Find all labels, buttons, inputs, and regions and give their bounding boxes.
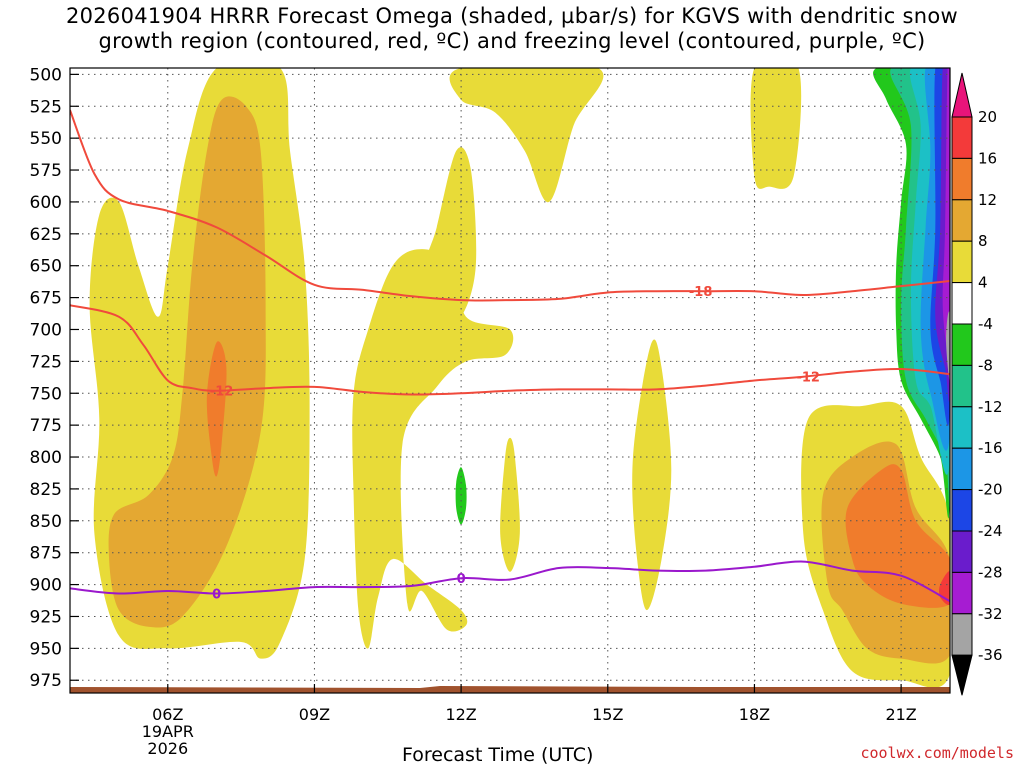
- x-tick-year: 2026: [147, 739, 188, 758]
- y-tick-label: 625: [30, 225, 62, 245]
- colorbar-tick-label: 4: [978, 274, 988, 292]
- colorbar-tick-label: 16: [978, 149, 997, 167]
- omega-region-1: [108, 96, 266, 628]
- colorbar-tick-label: -36: [978, 646, 1003, 664]
- colorbar-bin: [951, 613, 973, 656]
- y-tick-label: 800: [30, 448, 62, 468]
- x-tick-label: 09Z: [299, 705, 330, 724]
- x-tick-label: 18Z: [739, 705, 770, 724]
- x-tick-label: 15Z: [592, 705, 623, 724]
- omega-region-2: [206, 341, 227, 477]
- dendritic-minus18-line: [70, 109, 950, 302]
- omega-region-7: [632, 339, 672, 611]
- x-tick-date: 19APR: [142, 722, 194, 741]
- colorbar-tick-label: -12: [978, 398, 1003, 416]
- colorbar-bin: [951, 406, 973, 449]
- y-tick-label: 925: [30, 607, 62, 627]
- colorbar-bottom-arrow: [951, 654, 973, 696]
- grid-lines: [70, 68, 950, 693]
- colorbar-bin: [951, 240, 973, 284]
- y-tick-label: 975: [30, 671, 62, 691]
- y-tick-label: 700: [30, 320, 62, 340]
- y-axis: 500 525 550 575 600 625 650 675 700 725 750 775 800 8…: [30, 65, 79, 691]
- colorbar-tick-label: 8: [978, 232, 988, 250]
- colorbar-tick-label: 12: [978, 191, 997, 209]
- colorbar-bin: [951, 530, 973, 573]
- omega-region-3: [352, 249, 514, 649]
- contour-layer: [70, 109, 950, 603]
- terrain-strip: [70, 686, 950, 693]
- y-tick-label: 750: [30, 384, 62, 404]
- omega-region-6: [500, 437, 520, 572]
- colorbar-tick-label: -28: [978, 563, 1003, 581]
- colorbar-tick-label: -8: [978, 356, 993, 374]
- dendritic-minus12-label-2: -12: [796, 371, 820, 386]
- colorbar-tick-label: -32: [978, 605, 1003, 623]
- colorbar-top-arrow: [951, 72, 973, 118]
- omega-region-8: [750, 68, 802, 189]
- chart-title-line-1: 2026041904 HRRR Forecast Omega (shaded, …: [65, 4, 959, 28]
- y-tick-label: 900: [30, 576, 62, 596]
- x-tick-label: 21Z: [885, 705, 916, 724]
- freezing-level-0-label-1: 0: [212, 588, 221, 603]
- y-tick-label: 825: [30, 480, 62, 500]
- y-tick-label: 875: [30, 544, 62, 564]
- plot-frame: [69, 67, 951, 694]
- colorbar: 20 16 12 8 4 -4 -8 -12 -16 -20 -24 -28 -32 -36: [951, 72, 1003, 696]
- omega-region-5: [449, 68, 604, 202]
- y-tick-label: 600: [30, 193, 62, 213]
- omega-region-20: [942, 68, 950, 384]
- y-tick-label: 575: [30, 161, 62, 181]
- x-axis-label: Forecast Time (UTC): [402, 744, 594, 766]
- y-tick-label: 775: [30, 416, 62, 436]
- omega-shading-layer: [89, 68, 950, 688]
- colorbar-tick-label: 20: [978, 108, 997, 126]
- colorbar-tick-label: -4: [978, 315, 993, 333]
- colorbar-tick-label: -24: [978, 522, 1003, 540]
- freezing-level-0-label-2: 0: [457, 572, 466, 587]
- dendritic-minus12-line: [70, 304, 950, 396]
- colorbar-bin: [951, 116, 973, 159]
- colorbar-bin: [951, 364, 973, 408]
- y-tick-label: 500: [30, 65, 62, 85]
- omega-region-13: [455, 467, 467, 525]
- chart-title: 2026041904 HRRR Forecast Omega (shaded, …: [0, 4, 1024, 54]
- colorbar-tick-label: -16: [978, 439, 1003, 457]
- freezing-level-0-line: [70, 560, 950, 603]
- y-tick-label: 650: [30, 257, 62, 277]
- y-tick-label: 675: [30, 289, 62, 309]
- y-tick-label: 525: [30, 97, 62, 117]
- contour-label-layer: -18 -12 -12 0 0: [210, 285, 820, 603]
- terrain-fill: [70, 686, 950, 693]
- omega-region-21: [946, 311, 950, 380]
- colorbar-bin: [951, 489, 973, 532]
- chart-title-line-2: growth region (contoured, red, ºC) and f…: [98, 29, 926, 53]
- dendritic-minus12-label-1: -12: [210, 385, 234, 400]
- colorbar-bin: [951, 323, 973, 366]
- colorbar-bin: [951, 571, 973, 615]
- x-tick-label: 06Z: [152, 705, 183, 724]
- colorbar-tick-label: -20: [978, 481, 1003, 499]
- credit-text: coolwx.com/models: [860, 744, 1014, 762]
- colorbar-bin: [951, 199, 973, 242]
- x-tick-label: 12Z: [445, 705, 476, 724]
- colorbar-bin: [951, 157, 973, 201]
- colorbar-bin: [951, 447, 973, 491]
- omega-region-4: [426, 147, 477, 324]
- y-tick-label: 550: [30, 129, 62, 149]
- dendritic-minus18-label-1: -18: [689, 285, 713, 300]
- y-tick-label: 850: [30, 512, 62, 532]
- colorbar-bin: [951, 282, 973, 325]
- y-tick-label: 725: [30, 352, 62, 372]
- y-tick-label: 950: [30, 639, 62, 659]
